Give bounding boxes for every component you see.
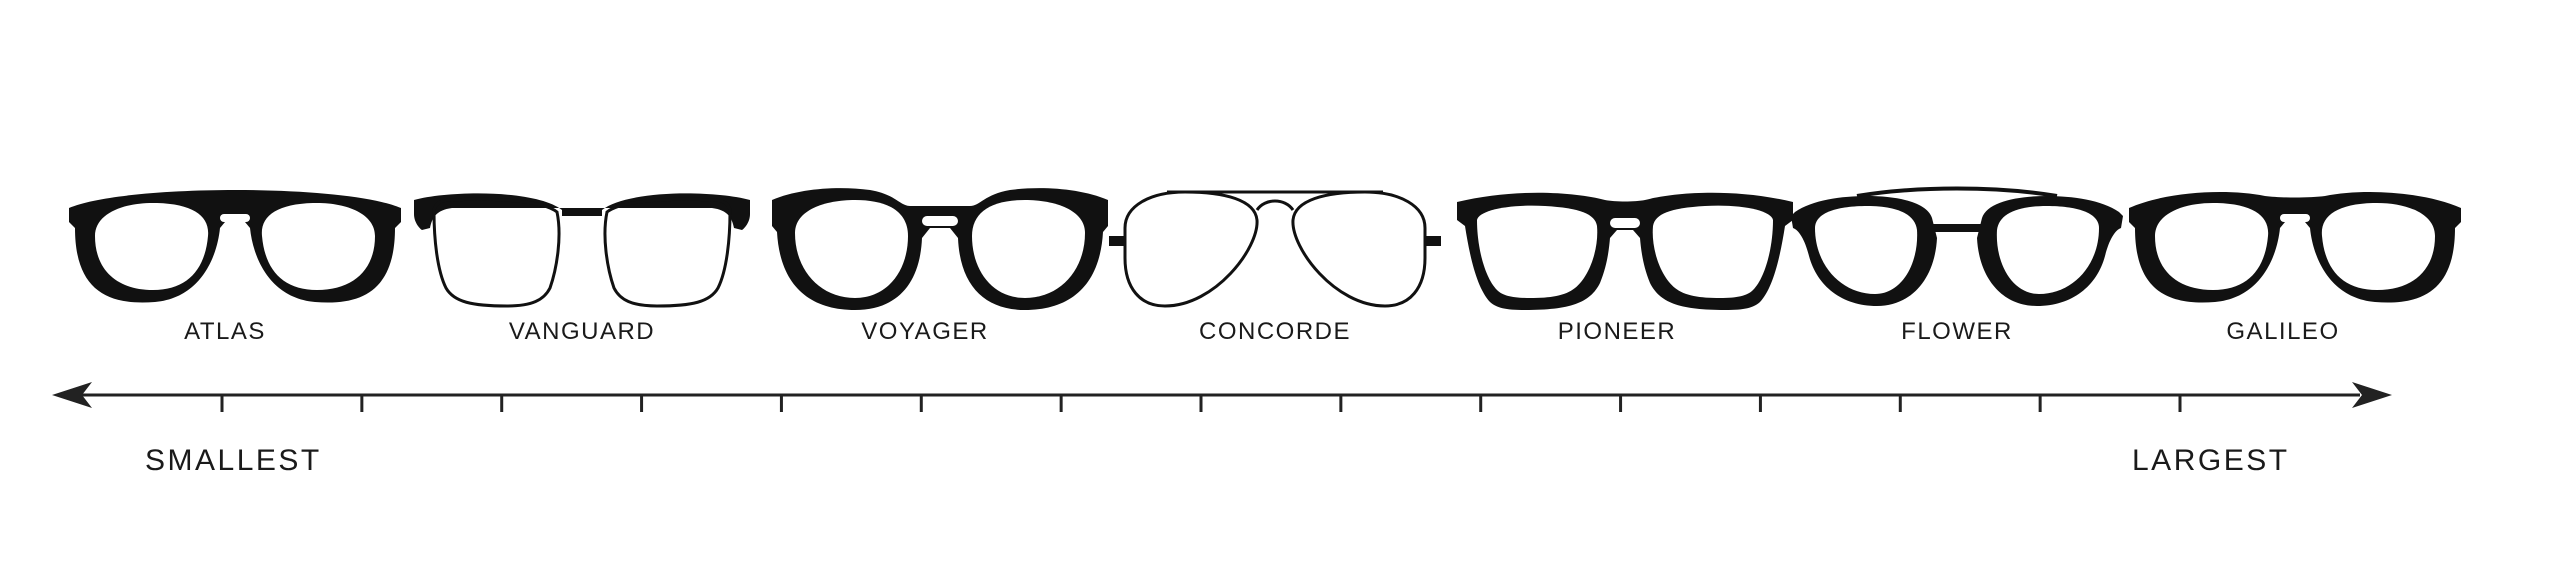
glasses-concorde-icon xyxy=(1109,190,1441,308)
largest-label: LARGEST xyxy=(2132,444,2290,477)
size-axis xyxy=(52,382,2392,412)
axis-ticks xyxy=(220,395,2182,412)
glasses-voyager xyxy=(770,178,1110,318)
frame-label-atlas: ATLAS xyxy=(184,318,266,345)
glasses-pioneer xyxy=(1455,178,1795,318)
glasses-vanguard-icon xyxy=(414,193,750,308)
frame-label-concorde: CONCORDE xyxy=(1198,318,1351,345)
glasses-flower xyxy=(1787,178,2127,318)
glasses-galileo-icon xyxy=(2129,192,2461,303)
frame-label-vanguard: VANGUARD xyxy=(508,318,656,345)
glasses-atlas-icon xyxy=(69,190,401,303)
frame-label-pioneer: PIONEER xyxy=(1557,318,1677,345)
smallest-label: SMALLEST xyxy=(145,444,322,477)
glasses-atlas xyxy=(65,178,405,318)
glasses-pioneer-icon xyxy=(1457,192,1793,310)
axis-arrow-left-icon xyxy=(52,382,92,408)
glasses-flower-icon xyxy=(1791,186,2123,306)
glasses-concorde xyxy=(1105,178,1445,318)
axis-arrow-right-icon xyxy=(2352,382,2392,408)
frame-label-voyager: VOYAGER xyxy=(861,318,989,345)
glasses-galileo xyxy=(2125,178,2465,318)
frame-label-galileo: GALILEO xyxy=(2226,318,2340,345)
frame-label-flower: FLOWER xyxy=(1901,318,2013,345)
glasses-voyager-icon xyxy=(772,188,1108,310)
glasses-vanguard xyxy=(412,178,752,318)
